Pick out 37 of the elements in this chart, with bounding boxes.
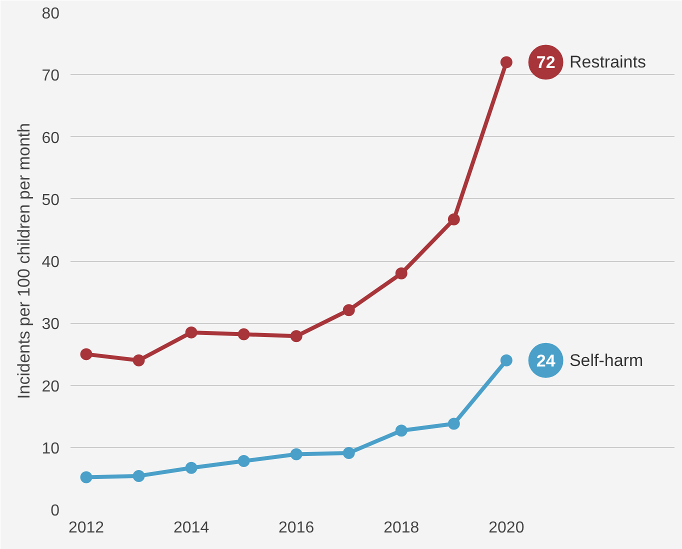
y-tick-label: 20 [42, 378, 60, 396]
x-tick-label: 2012 [68, 520, 104, 536]
point [132, 354, 145, 366]
point [238, 455, 250, 468]
point [342, 446, 355, 459]
y-tick-label: 80 [42, 6, 60, 22]
data-label: 24 [536, 351, 556, 370]
point [500, 56, 512, 68]
point [342, 304, 355, 316]
point [395, 424, 408, 437]
point [80, 471, 92, 484]
point [290, 448, 302, 460]
y-tick-label: 30 [42, 316, 60, 334]
point [500, 354, 512, 366]
data-label: 72 [536, 53, 556, 72]
point [290, 330, 302, 342]
y-axis-title: Incidents per 100 children per month [14, 123, 34, 399]
y-tick-label: 40 [42, 254, 60, 271]
y-tick-label: 60 [42, 130, 60, 147]
legend-label: Restraints [569, 52, 646, 72]
point [185, 326, 198, 338]
point [395, 267, 408, 280]
point [185, 462, 198, 474]
x-tick-label: 2014 [174, 520, 210, 536]
point [132, 470, 145, 482]
y-tick-label: 50 [42, 192, 60, 209]
x-tick-label: 2020 [488, 520, 524, 536]
point [448, 213, 460, 226]
x-tick-label: 2016 [278, 520, 314, 536]
legend-label: Self-harm [569, 350, 644, 370]
point [80, 348, 92, 360]
point [238, 328, 250, 340]
point [448, 418, 460, 430]
x-tick-label: 2018 [384, 520, 420, 536]
y-tick-label: 10 [42, 440, 60, 458]
y-tick-label: 70 [42, 68, 60, 85]
y-tick-label: 0 [50, 502, 60, 520]
